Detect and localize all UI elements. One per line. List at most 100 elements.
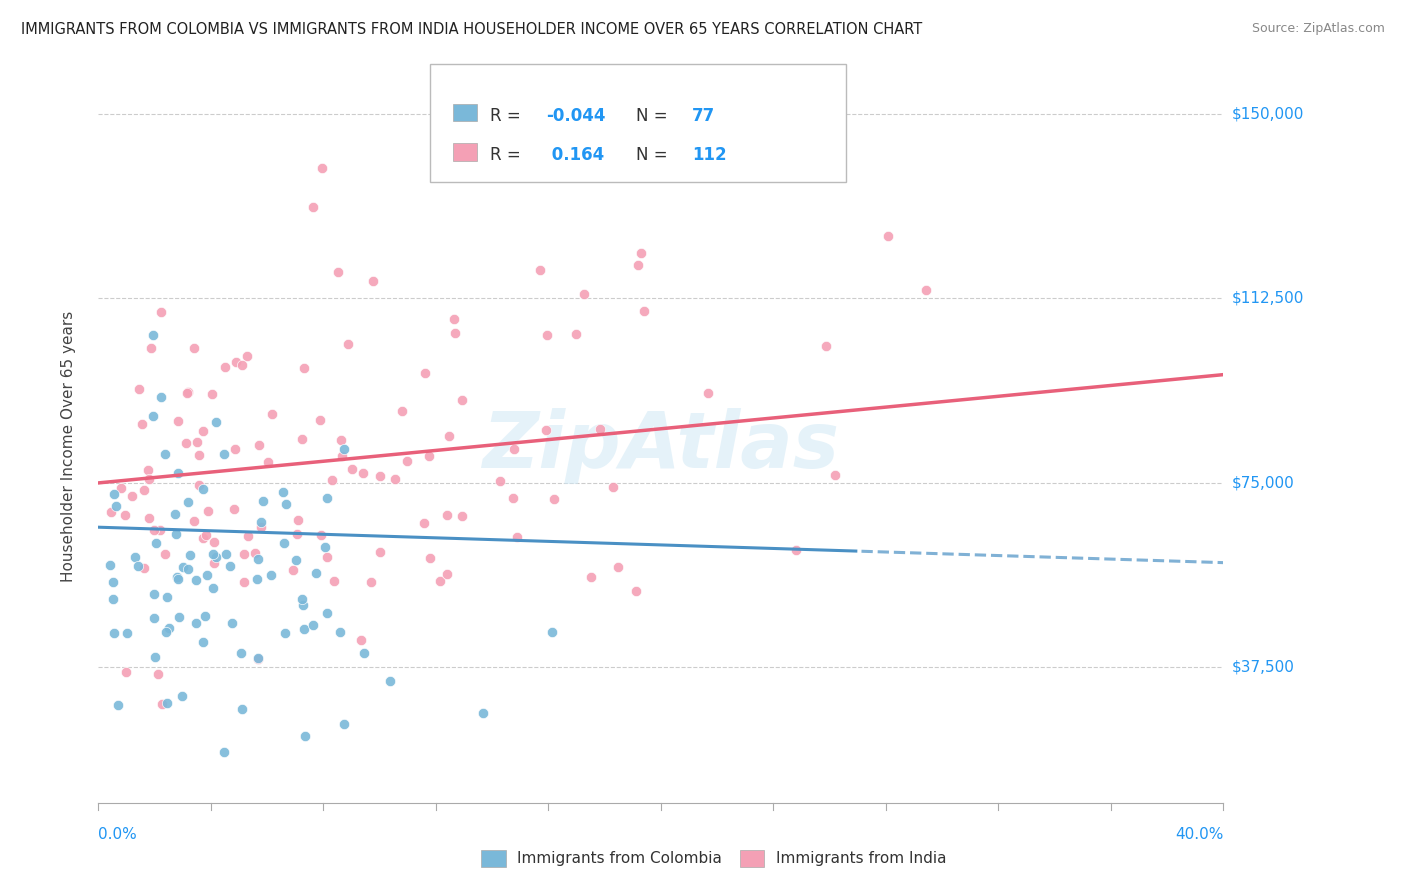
Point [384, 471, 406, 485]
Point [121, 490, 143, 504]
Point [167, 573, 190, 587]
Point [814, 339, 837, 353]
Point [212, 745, 235, 759]
Point [124, 549, 146, 564]
Point [103, 487, 125, 501]
FancyBboxPatch shape [740, 850, 765, 867]
Point [233, 547, 256, 561]
Point [418, 449, 440, 463]
Point [294, 361, 316, 376]
Point [183, 341, 205, 355]
Point [302, 618, 325, 632]
Point [107, 698, 129, 713]
Text: Immigrants from Colombia: Immigrants from Colombia [517, 851, 721, 866]
Point [191, 424, 214, 438]
Point [231, 358, 253, 372]
Point [627, 258, 650, 272]
Text: ZipAtlas: ZipAtlas [482, 408, 839, 484]
Point [225, 355, 247, 369]
Point [305, 566, 328, 580]
Point [529, 262, 551, 277]
Point [236, 529, 259, 543]
Point [311, 161, 333, 176]
Point [229, 646, 252, 660]
Point [131, 417, 153, 431]
Text: 40.0%: 40.0% [1175, 828, 1223, 842]
Point [142, 587, 165, 601]
Point [134, 483, 156, 498]
Point [136, 463, 159, 477]
Point [302, 200, 325, 214]
Point [273, 536, 295, 550]
Point [291, 598, 314, 612]
Point [450, 393, 472, 408]
Point [329, 625, 352, 640]
Point [260, 407, 283, 421]
Point [252, 494, 274, 508]
Point [176, 384, 198, 399]
Point [103, 626, 125, 640]
Point [202, 534, 225, 549]
Point [316, 550, 339, 565]
Point [290, 592, 312, 607]
Point [195, 528, 218, 542]
Point [391, 404, 413, 418]
Point [353, 647, 375, 661]
Text: -0.044: -0.044 [546, 107, 606, 125]
Y-axis label: Householder Income Over 65 years: Householder Income Over 65 years [60, 310, 76, 582]
Point [260, 567, 283, 582]
Point [332, 442, 354, 456]
Point [166, 570, 188, 584]
Text: 0.164: 0.164 [546, 146, 605, 164]
Point [205, 415, 228, 429]
Point [194, 609, 217, 624]
Point [602, 479, 624, 493]
Point [142, 327, 165, 342]
Point [323, 574, 346, 589]
Point [419, 550, 441, 565]
Point [142, 524, 165, 538]
Point [138, 511, 160, 525]
Point [191, 482, 214, 496]
Point [330, 449, 353, 463]
Point [187, 478, 209, 492]
Point [142, 409, 165, 423]
Point [321, 473, 343, 487]
Point [221, 615, 243, 630]
Point [149, 390, 172, 404]
FancyBboxPatch shape [453, 104, 478, 121]
Point [877, 229, 900, 244]
Point [231, 702, 253, 716]
Point [127, 559, 149, 574]
Point [247, 652, 270, 666]
Text: $112,500: $112,500 [1232, 291, 1303, 306]
Text: 77: 77 [692, 107, 716, 125]
Point [186, 616, 208, 631]
Point [186, 573, 208, 587]
Point [273, 484, 295, 499]
Point [155, 447, 177, 461]
Point [257, 455, 280, 469]
Point [396, 454, 419, 468]
Point [138, 472, 160, 486]
Point [193, 635, 215, 649]
Point [287, 513, 309, 527]
Point [437, 428, 460, 442]
Point [172, 689, 194, 703]
Point [502, 491, 524, 506]
Point [197, 504, 219, 518]
Point [330, 434, 353, 448]
Point [150, 305, 173, 319]
Point [166, 414, 188, 428]
Point [250, 515, 273, 529]
Point [215, 547, 238, 561]
Point [110, 481, 132, 495]
Point [201, 581, 224, 595]
FancyBboxPatch shape [453, 144, 478, 161]
Point [202, 556, 225, 570]
Point [443, 326, 465, 341]
Text: $150,000: $150,000 [1232, 106, 1303, 121]
Point [274, 625, 297, 640]
Point [115, 665, 138, 679]
Point [915, 284, 938, 298]
